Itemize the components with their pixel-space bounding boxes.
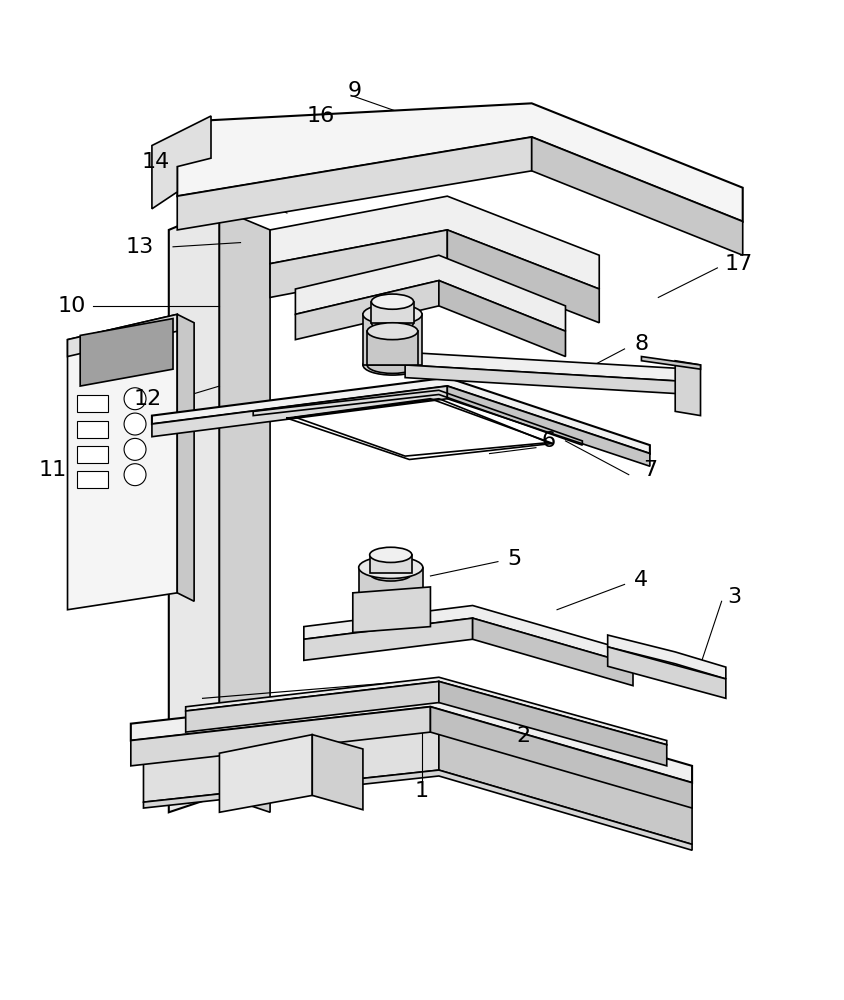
- Polygon shape: [608, 635, 726, 679]
- Text: 17: 17: [724, 254, 753, 274]
- Polygon shape: [169, 209, 219, 812]
- Ellipse shape: [363, 304, 422, 324]
- Circle shape: [124, 438, 146, 460]
- Polygon shape: [439, 717, 692, 844]
- Polygon shape: [270, 230, 447, 297]
- Text: 13: 13: [125, 237, 154, 257]
- Polygon shape: [219, 735, 312, 812]
- Polygon shape: [447, 230, 599, 323]
- Polygon shape: [359, 568, 423, 606]
- FancyBboxPatch shape: [77, 421, 108, 438]
- Ellipse shape: [367, 323, 418, 340]
- Polygon shape: [177, 314, 194, 601]
- Ellipse shape: [371, 315, 414, 330]
- Ellipse shape: [359, 595, 423, 616]
- Text: 4: 4: [635, 570, 648, 590]
- Polygon shape: [68, 314, 177, 610]
- Polygon shape: [304, 606, 633, 665]
- Polygon shape: [177, 103, 743, 221]
- Polygon shape: [608, 647, 726, 698]
- Polygon shape: [131, 707, 430, 766]
- Polygon shape: [80, 319, 173, 386]
- Polygon shape: [68, 314, 177, 357]
- Polygon shape: [152, 378, 650, 454]
- Polygon shape: [439, 281, 565, 357]
- Polygon shape: [304, 618, 473, 660]
- Circle shape: [124, 388, 146, 410]
- Circle shape: [124, 464, 146, 486]
- Polygon shape: [143, 770, 692, 850]
- Text: 8: 8: [635, 334, 648, 354]
- Polygon shape: [370, 555, 412, 573]
- Polygon shape: [186, 677, 667, 745]
- Polygon shape: [405, 365, 692, 394]
- Polygon shape: [295, 281, 439, 340]
- Text: 9: 9: [348, 81, 361, 101]
- Text: 11: 11: [38, 460, 67, 480]
- FancyBboxPatch shape: [77, 471, 108, 488]
- Polygon shape: [131, 690, 692, 783]
- Polygon shape: [447, 386, 650, 466]
- FancyBboxPatch shape: [77, 446, 108, 463]
- Ellipse shape: [359, 557, 423, 578]
- Polygon shape: [405, 352, 692, 382]
- Text: 10: 10: [57, 296, 86, 316]
- Text: 7: 7: [643, 460, 657, 480]
- Polygon shape: [177, 137, 532, 230]
- Ellipse shape: [367, 357, 418, 373]
- Polygon shape: [371, 302, 414, 323]
- Ellipse shape: [370, 547, 412, 562]
- Text: 16: 16: [306, 106, 335, 126]
- Polygon shape: [295, 255, 565, 331]
- Polygon shape: [152, 116, 211, 209]
- Text: 2: 2: [517, 726, 530, 746]
- Circle shape: [124, 413, 146, 435]
- Polygon shape: [363, 314, 422, 365]
- Polygon shape: [270, 196, 599, 289]
- Polygon shape: [219, 209, 270, 812]
- Text: 5: 5: [508, 549, 522, 569]
- Text: 6: 6: [542, 431, 555, 451]
- Polygon shape: [353, 587, 430, 633]
- Polygon shape: [641, 357, 701, 369]
- Text: 14: 14: [142, 152, 170, 172]
- FancyBboxPatch shape: [77, 395, 108, 412]
- Polygon shape: [186, 681, 439, 732]
- Polygon shape: [367, 331, 418, 365]
- Ellipse shape: [370, 566, 412, 581]
- Text: 1: 1: [415, 781, 429, 801]
- Ellipse shape: [363, 355, 422, 375]
- Ellipse shape: [371, 294, 414, 309]
- Polygon shape: [532, 137, 743, 255]
- Polygon shape: [312, 735, 363, 810]
- Text: 12: 12: [133, 389, 162, 409]
- Text: 3: 3: [728, 587, 741, 607]
- Polygon shape: [143, 717, 439, 802]
- Polygon shape: [675, 361, 701, 416]
- Polygon shape: [430, 707, 692, 808]
- Polygon shape: [473, 618, 633, 686]
- Polygon shape: [152, 386, 447, 437]
- Polygon shape: [143, 696, 692, 791]
- Polygon shape: [439, 681, 667, 766]
